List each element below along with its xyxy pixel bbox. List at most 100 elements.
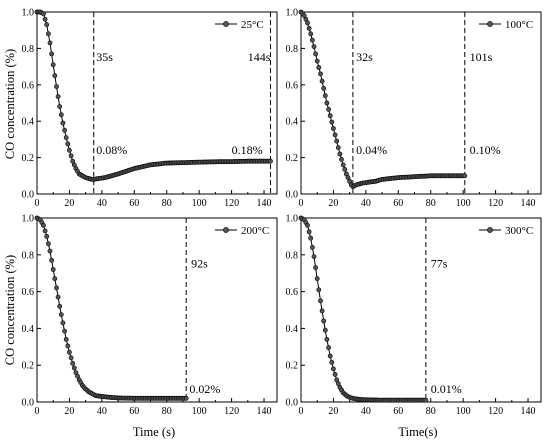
y-tick-label: 0.8 xyxy=(286,250,299,261)
x-axis-title-left: Time (s) xyxy=(133,425,175,439)
x-tick-label: 80 xyxy=(162,198,172,209)
y-tick-label: 0.4 xyxy=(286,117,299,128)
plot-frame xyxy=(36,11,278,195)
x-tick-label: 20 xyxy=(328,406,338,417)
data-point xyxy=(58,312,64,317)
y-tick-label: 0.0 xyxy=(22,190,35,201)
x-tick-label: 140 xyxy=(521,406,536,417)
data-point xyxy=(319,308,325,314)
plot-frame xyxy=(36,217,278,403)
data-point xyxy=(326,345,331,351)
y-tick-label: 0.6 xyxy=(22,287,35,298)
legend-label: 300°C xyxy=(505,225,533,237)
data-point xyxy=(309,244,315,250)
data-point xyxy=(329,359,335,365)
data-point xyxy=(313,51,318,57)
data-point xyxy=(309,37,315,43)
legend-label: 25°C xyxy=(241,19,264,31)
data-point xyxy=(65,343,71,349)
data-point xyxy=(322,93,328,99)
data-point xyxy=(54,285,59,291)
y-tick-label: 0.0 xyxy=(286,398,299,409)
data-point xyxy=(67,349,72,355)
data-point xyxy=(314,276,320,282)
data-point xyxy=(308,235,314,241)
x-tick-label: 0 xyxy=(299,406,304,417)
y-axis-title-bottom: CO concentration (%) xyxy=(3,255,17,365)
data-point xyxy=(340,162,346,168)
data-point xyxy=(330,366,336,372)
x-tick-label: 100 xyxy=(192,406,207,417)
series-line-100c xyxy=(300,11,465,188)
data-point xyxy=(50,267,56,272)
data-point xyxy=(62,328,67,334)
data-point xyxy=(423,397,429,403)
y-tick-label: 0.2 xyxy=(22,361,35,372)
legend-swatch-marker xyxy=(487,227,493,233)
data-point xyxy=(321,318,327,324)
annotation-label: 32s xyxy=(356,50,373,64)
chart-panel-300c: 0 20 40 60 80 100 120 140 0.0 0.2 0.4 0.6 0.8 1.0 300°… xyxy=(286,214,542,417)
data-point xyxy=(58,112,64,118)
x-tick-label: 100 xyxy=(192,198,207,209)
data-point xyxy=(335,145,341,150)
data-point xyxy=(62,127,67,133)
data-point xyxy=(327,353,333,359)
data-point xyxy=(57,303,63,309)
data-point xyxy=(330,126,336,131)
data-point xyxy=(55,94,61,99)
y-tick-label: 0.8 xyxy=(22,44,35,55)
y-tick-label: 0.6 xyxy=(286,287,299,298)
legend-swatch-marker xyxy=(223,227,229,233)
data-point xyxy=(308,31,314,37)
data-point xyxy=(339,156,344,162)
y-tick-label: 1.0 xyxy=(286,8,299,19)
data-point xyxy=(305,222,310,228)
data-point xyxy=(316,287,322,293)
data-point xyxy=(49,257,54,263)
data-point xyxy=(332,371,338,377)
x-tick-label: 140 xyxy=(257,406,272,417)
annotation-label: 101s xyxy=(470,50,493,64)
annotation-label: 0.10% xyxy=(470,143,501,157)
chart-panel-200c: 0 20 40 60 80 100 120 140 0.0 0.2 0.4 0.6 0.8 1.0 200°… xyxy=(22,214,278,417)
data-point xyxy=(47,248,53,254)
plot-frame xyxy=(300,11,542,195)
annotation-label: 0.01% xyxy=(431,382,462,396)
y-tick-label: 0.4 xyxy=(22,117,35,128)
x-tick-label: 40 xyxy=(361,198,371,209)
annotation-label: 0.04% xyxy=(356,143,387,157)
data-point xyxy=(324,336,330,342)
x-tick-label: 0 xyxy=(299,198,304,209)
data-point xyxy=(332,132,338,138)
data-point xyxy=(67,147,72,153)
x-tick-label: 40 xyxy=(361,406,371,417)
data-point xyxy=(318,71,323,77)
x-tick-label: 140 xyxy=(521,198,536,209)
data-point xyxy=(41,11,46,17)
data-point xyxy=(305,20,310,26)
data-point xyxy=(319,78,325,84)
annotation-label: 0.08% xyxy=(96,143,127,157)
legend-swatch-marker xyxy=(487,21,493,27)
annotation-label: 144s xyxy=(248,50,271,64)
data-point xyxy=(311,254,317,259)
x-tick-label: 0 xyxy=(35,406,40,417)
y-tick-label: 1.0 xyxy=(286,214,299,225)
x-tick-label: 100 xyxy=(456,198,471,209)
x-tick-label: 60 xyxy=(393,406,403,417)
y-tick-label: 0.0 xyxy=(22,398,35,409)
data-point xyxy=(49,51,54,57)
data-point xyxy=(70,360,76,366)
data-point xyxy=(462,173,468,179)
data-point xyxy=(311,44,317,49)
legend-label: 100°C xyxy=(505,19,533,31)
data-point xyxy=(268,158,273,164)
x-tick-label: 40 xyxy=(97,406,107,417)
y-tick-label: 0.8 xyxy=(22,250,35,261)
y-tick-label: 0.2 xyxy=(286,153,299,164)
annotation-label: 77s xyxy=(431,257,448,271)
x-tick-label: 100 xyxy=(456,406,471,417)
data-point xyxy=(52,276,58,282)
